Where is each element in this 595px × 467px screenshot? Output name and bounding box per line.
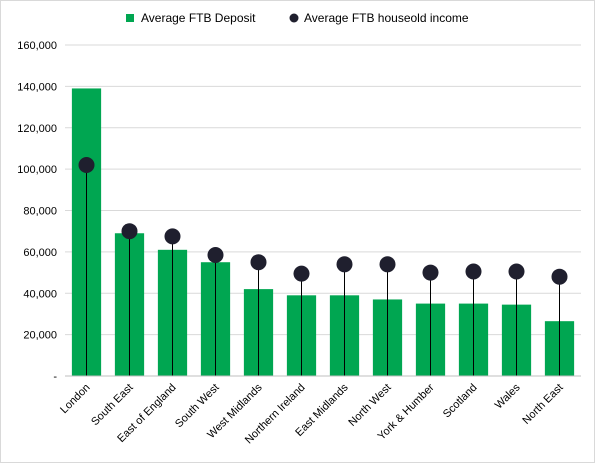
income-point: [422, 264, 439, 281]
legend-marker-income: [289, 13, 299, 23]
y-tick-label: 140,000: [17, 81, 57, 93]
y-tick-label: 100,000: [17, 164, 57, 176]
x-tick-label: Wales: [493, 381, 523, 411]
income-point: [293, 265, 310, 282]
y-tick-label: 160,000: [17, 40, 57, 52]
y-tick-label: 20,000: [23, 330, 57, 342]
income-point: [379, 256, 396, 273]
income-point: [508, 263, 525, 280]
income-stems: [86, 164, 560, 376]
legend: Average FTB Deposit Average FTB houseold…: [126, 11, 469, 25]
x-tick-label: Scotland: [441, 382, 480, 421]
income-point: [164, 228, 181, 245]
income-point: [78, 156, 95, 173]
y-tick-label: 80,000: [23, 206, 57, 218]
x-tick-label: North East: [520, 382, 565, 427]
legend-label-income: Average FTB houseold income: [304, 11, 469, 25]
x-tick-label: North West: [346, 382, 393, 429]
y-tick-label: 120,000: [17, 123, 57, 135]
x-tick-label: South East: [89, 382, 136, 429]
y-tick-label: 40,000: [23, 288, 57, 300]
y-tick-label: 60,000: [23, 247, 57, 259]
x-tick-label: London: [58, 382, 92, 416]
gridlines: [65, 44, 581, 336]
income-point: [121, 223, 138, 240]
income-points: [78, 156, 568, 285]
y-axis: - 20,000 40,000 60,000 80,000 100,000 120,000 1…: [17, 40, 57, 383]
bars: [71, 88, 575, 376]
legend-swatch-deposit: [126, 14, 134, 22]
income-point: [551, 268, 568, 285]
income-point: [207, 246, 224, 263]
y-tick-label: -: [53, 371, 57, 383]
income-point: [336, 256, 353, 273]
income-point: [250, 254, 267, 271]
legend-label-deposit: Average FTB Deposit: [141, 11, 256, 25]
income-point: [465, 263, 482, 280]
